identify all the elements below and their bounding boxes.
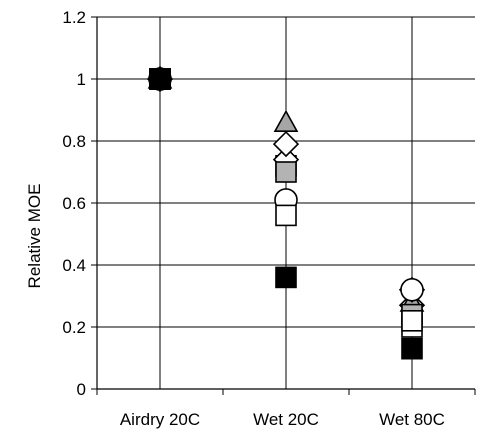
data-point-square-filled: [401, 337, 423, 360]
x-tick-label: Airdry 20C: [120, 410, 200, 429]
data-point-diamond-open: [272, 130, 300, 158]
data-point-circle-open: [400, 277, 424, 302]
y-tick-label: 0: [77, 380, 86, 399]
y-tick-label: 1.2: [62, 8, 86, 27]
data-point-triangle-gray: [273, 109, 299, 132]
y-tick-label: 0.8: [62, 132, 86, 151]
data-point-square-open: [401, 309, 423, 332]
y-tick-label: 0.4: [62, 256, 86, 275]
data-point-square-gray: [275, 161, 297, 183]
data-point-square-open: [275, 204, 297, 227]
y-tick-label: 0.6: [62, 194, 86, 213]
x-tick-label: Wet 20C: [253, 410, 319, 429]
y-tick-label: 1: [77, 70, 86, 89]
marks-layer: [146, 65, 426, 360]
x-tick-label: Wet 80C: [379, 410, 445, 429]
data-point-square-filled: [149, 68, 171, 90]
data-point-square-filled: [275, 266, 297, 289]
axis-layer: [91, 16, 476, 395]
y-tick-label: 0.2: [62, 318, 86, 337]
labels-layer: 0 0.2 0.4 0.6 0.8 1 1.2 Airdry 20C Wet 20C Wet 80…: [62, 8, 445, 429]
y-axis-label: Relative MOE: [25, 184, 44, 289]
